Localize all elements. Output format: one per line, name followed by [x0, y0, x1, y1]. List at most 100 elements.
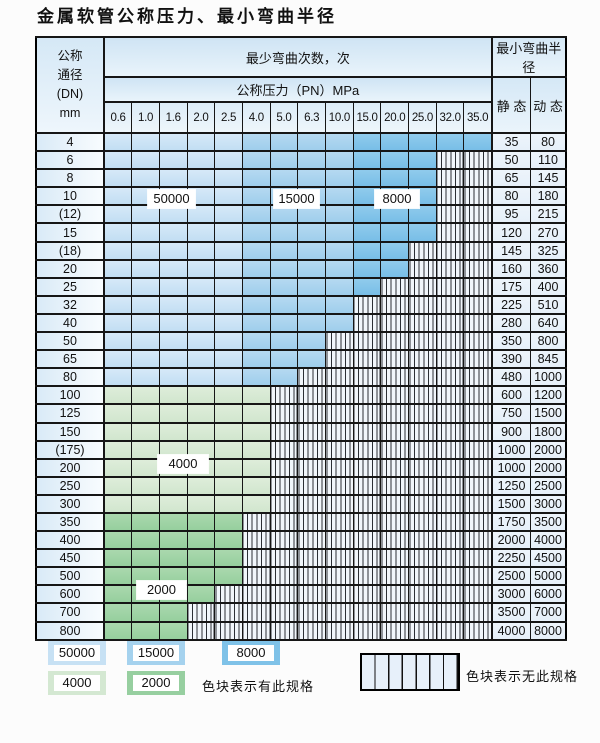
spec-cell — [186, 204, 216, 225]
no-spec-cell — [408, 475, 437, 496]
spec-cell — [158, 511, 188, 533]
dynamic-radius-cell: 2500 — [530, 475, 567, 496]
bend-radius-header: 最小弯曲半径 — [491, 36, 567, 78]
table-row: 65 390 845 — [35, 349, 567, 370]
no-spec-cell — [463, 511, 493, 533]
no-spec-cell — [325, 349, 354, 370]
table-row: 400 2000 4000 — [35, 530, 567, 551]
spec-cell — [158, 349, 188, 370]
no-spec-cell — [269, 548, 299, 569]
dynamic-radius-cell: 800 — [530, 331, 567, 352]
spec-cell — [297, 294, 326, 315]
dn-cell: 250 — [35, 475, 105, 496]
spec-cell — [186, 294, 216, 315]
spec-cell — [214, 276, 243, 297]
static-radius-cell: 80 — [491, 186, 532, 207]
no-spec-cell — [435, 475, 465, 496]
spec-cell — [380, 258, 410, 279]
spec-cell — [214, 511, 243, 533]
spec-cell — [158, 367, 188, 388]
spec-cell — [352, 276, 382, 297]
no-spec-cell — [352, 566, 382, 587]
spec-cell — [241, 349, 271, 370]
no-spec-cell — [380, 421, 410, 442]
region-label-4000: 4000 — [158, 455, 208, 473]
spec-cell — [158, 421, 188, 442]
dynamic-radius-cell: 145 — [530, 168, 567, 189]
spec-cell — [103, 530, 133, 551]
no-spec-cell — [325, 584, 354, 605]
no-spec-cell — [463, 294, 493, 315]
table-row: 100 600 1200 — [35, 385, 567, 406]
spec-cell — [131, 367, 160, 388]
no-spec-cell — [408, 548, 437, 569]
spec-cell — [131, 222, 160, 243]
spec-cell — [131, 602, 160, 623]
no-spec-cell — [435, 530, 465, 551]
no-spec-cell — [352, 620, 382, 641]
spec-cell — [103, 168, 133, 189]
dn-cell: (175) — [35, 439, 105, 460]
no-spec-cell — [463, 240, 493, 261]
static-radius-cell: 65 — [491, 168, 532, 189]
spec-cell — [214, 457, 243, 478]
dynamic-radius-cell: 325 — [530, 240, 567, 261]
dynamic-radius-cell: 6000 — [530, 584, 567, 605]
no-spec-cell — [408, 602, 437, 623]
spec-cell — [158, 150, 188, 171]
dn-cell: 4 — [35, 131, 105, 153]
no-spec-cell — [435, 276, 465, 297]
table-row: 20 160 360 — [35, 258, 567, 279]
no-spec-cell — [241, 602, 271, 623]
dynamic-radius-cell: 360 — [530, 258, 567, 279]
no-spec-cell — [269, 620, 299, 641]
dn-cell: 15 — [35, 222, 105, 243]
spec-cell — [158, 548, 188, 569]
legend-no-spec-swatch — [360, 653, 460, 691]
static-radius-cell: 225 — [491, 294, 532, 315]
legend-swatch-2000: 2000 — [127, 671, 185, 695]
no-spec-cell — [269, 475, 299, 496]
no-spec-cell — [380, 331, 410, 352]
spec-cell — [158, 385, 188, 406]
pn-column-header: 35.0 — [463, 101, 493, 134]
table-row: 800 4000 8000 — [35, 620, 567, 641]
spec-cell — [241, 403, 271, 424]
spec-cell — [186, 493, 216, 514]
spec-cell — [241, 240, 271, 261]
no-spec-cell — [435, 240, 465, 261]
table-row: 250 1250 2500 — [35, 475, 567, 496]
table-row: 300 1500 3000 — [35, 493, 567, 514]
table-row: 200 1000 2000 — [35, 457, 567, 478]
no-spec-cell — [269, 385, 299, 406]
spec-cell — [158, 331, 188, 352]
spec-cell — [131, 168, 160, 189]
no-spec-cell — [297, 367, 326, 388]
no-spec-cell — [435, 584, 465, 605]
spec-cell — [131, 258, 160, 279]
no-spec-cell — [380, 493, 410, 514]
static-radius-cell: 50 — [491, 150, 532, 171]
no-spec-cell — [297, 548, 326, 569]
no-spec-cell — [463, 439, 493, 460]
no-spec-cell — [352, 421, 382, 442]
pn-column-header: 0.6 — [103, 101, 133, 134]
dn-cell: 150 — [35, 421, 105, 442]
spec-cell — [186, 530, 216, 551]
spec-cell — [435, 131, 465, 153]
dn-cell: 8 — [35, 168, 105, 189]
spec-cell — [158, 168, 188, 189]
dn-cell: 25 — [35, 276, 105, 297]
spec-cell — [241, 331, 271, 352]
no-spec-cell — [408, 493, 437, 514]
dynamic-radius-cell: 1800 — [530, 421, 567, 442]
table-row: 6 50 110 — [35, 150, 567, 171]
table-row: 32 225 510 — [35, 294, 567, 315]
spec-cell — [103, 548, 133, 569]
spec-cell — [186, 331, 216, 352]
no-spec-cell — [435, 312, 465, 334]
no-spec-cell — [269, 566, 299, 587]
dn-cell: 80 — [35, 367, 105, 388]
spec-cell — [103, 566, 133, 587]
table-row: 350 1750 3500 — [35, 511, 567, 533]
